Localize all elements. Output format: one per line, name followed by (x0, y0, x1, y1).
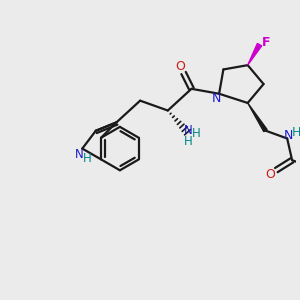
Text: O: O (266, 167, 275, 181)
Text: N: N (284, 129, 293, 142)
Text: H: H (192, 127, 201, 140)
Text: H: H (291, 126, 300, 139)
Text: N: N (212, 92, 221, 105)
Text: H: H (83, 152, 92, 165)
Text: N: N (75, 148, 84, 161)
Text: N: N (184, 124, 193, 137)
Polygon shape (248, 103, 267, 132)
Text: F: F (262, 36, 271, 49)
Text: H: H (184, 135, 193, 148)
Text: O: O (176, 60, 186, 73)
Polygon shape (248, 44, 262, 65)
